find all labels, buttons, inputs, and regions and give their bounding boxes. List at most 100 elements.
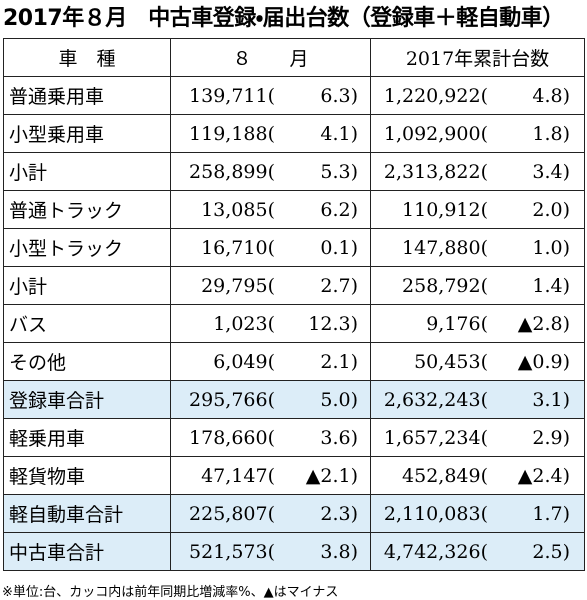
change-rate: 2.0) (532, 198, 570, 221)
row-label: その他 (3, 342, 171, 381)
count: 1,092,900( (383, 122, 488, 145)
table-row: 普通乗用車 139,711(6.3) 1,220,922( 4.8) (3, 76, 585, 115)
cell-content: 29,795(2.7) (171, 275, 370, 297)
cell-content: 521,573(3.8) (171, 541, 370, 563)
change-rate: 3.6) (320, 426, 358, 449)
cell-content: 13,085(6.2) (171, 199, 370, 221)
count: 2,632,243( (383, 388, 488, 411)
number-cell: 147,880(1.0) (370, 228, 585, 267)
table-row: 小計 258,899(5.3) 2,313,822(3.4) (3, 152, 585, 191)
count: 9,176( (426, 312, 488, 335)
footnote: ※単位:台、カッコ内は前年同期比増減率%、▲はマイナス (2, 585, 339, 600)
number-cell: 110,912( 2.0) (370, 190, 585, 229)
number-cell: 1,657,234( 2.9) (370, 418, 585, 457)
change-rate: 2.9) (532, 426, 570, 449)
change-rate: 1.7) (532, 502, 570, 525)
row-label: 小計 (3, 266, 171, 305)
count: 50,453( (414, 350, 488, 373)
number-cell: 50,453( ▲0.9) (370, 342, 585, 381)
cell-content: 50,453( ▲0.9) (371, 351, 584, 373)
row-label: バス (3, 304, 171, 343)
row-label: 普通乗用車 (3, 76, 171, 115)
cell-content: 4,742,326(2.5) (371, 541, 584, 563)
table-row: 普通トラック 13,085(6.2) 110,912(2.0) (3, 190, 585, 229)
count: 452,849( (402, 464, 488, 487)
cell-content: 139,711(6.3) (171, 85, 370, 107)
cell-content: 295,766( 5.0) (171, 389, 370, 411)
count: 13,085( (201, 198, 275, 221)
cell-content: 1,023( 12.3) (171, 313, 370, 335)
change-rate: ▲2.1) (305, 464, 358, 487)
change-rate: 3.8) (320, 540, 358, 563)
cell-content: 1,092,900( 1.8) (371, 123, 584, 145)
change-rate: 5.0) (320, 388, 358, 411)
cell-content: 1,657,234( 2.9) (371, 427, 584, 449)
number-cell: 13,085(6.2) (170, 190, 371, 229)
count: 1,220,922( (383, 84, 488, 107)
header-cell: 2017年累計台数 (370, 38, 585, 77)
cell-content: 119,188(4.1) (171, 123, 370, 145)
number-cell: 16,710( 0.1) (170, 228, 371, 267)
cell-content: 1,220,922( 4.8) (371, 85, 584, 107)
number-cell: 2,110,083( 1.7) (370, 494, 585, 533)
count: 29,795( (201, 274, 275, 297)
table-row: 小計 29,795(2.7) 258,792( 1.4) (3, 266, 585, 305)
cell-content: 258,899(5.3) (171, 161, 370, 183)
cell-content: 147,880(1.0) (371, 237, 584, 259)
number-cell: 29,795(2.7) (170, 266, 371, 305)
number-cell: 4,742,326(2.5) (370, 532, 585, 571)
count: 47,147( (201, 464, 275, 487)
change-rate: 1.4) (532, 274, 570, 297)
cell-content: 452,849( ▲2.4) (371, 465, 584, 487)
table-row: 中古車合計 521,573(3.8) 4,742,326(2.5) (3, 532, 585, 571)
change-rate: 2.1) (320, 350, 358, 373)
header-cell: ８ 月 (170, 38, 371, 77)
count: 178,660( (189, 426, 275, 449)
cell-content: 2,110,083( 1.7) (371, 503, 584, 525)
table-row: その他 6,049( 2.1) 50,453( ▲0.9) (3, 342, 585, 381)
count: 119,188( (189, 122, 275, 145)
cell-content: 47,147( ▲2.1) (171, 465, 370, 487)
number-cell: 258,792( 1.4) (370, 266, 585, 305)
count: 295,766( (189, 388, 275, 411)
change-rate: 1.8) (532, 122, 570, 145)
table-body: 普通乗用車 139,711(6.3) 1,220,922(4.8) 小型乗用車 119,… (3, 76, 585, 571)
count: 258,899( (189, 160, 275, 183)
cell-content: 178,660( 3.6) (171, 427, 370, 449)
table-row: バス 1,023( 12.3) 9,176( ▲2.8) (3, 304, 585, 343)
header-cell: 車 種 (3, 38, 171, 77)
cell-content: 110,912( 2.0) (371, 199, 584, 221)
change-rate: 4.8) (532, 84, 570, 107)
change-rate: 1.0) (532, 236, 570, 259)
cell-content: 16,710( 0.1) (171, 237, 370, 259)
cell-content: 2,313,822(3.4) (371, 161, 584, 183)
change-rate: 0.1) (320, 236, 358, 259)
number-cell: 2,632,243(3.1) (370, 380, 585, 419)
change-rate: ▲2.8) (517, 312, 570, 335)
count: 258,792( (402, 274, 488, 297)
cell-content: 258,792( 1.4) (371, 275, 584, 297)
change-rate: ▲2.4) (517, 464, 570, 487)
count: 2,110,083( (383, 502, 488, 525)
row-label: 軽乗用車 (3, 418, 171, 457)
count: 16,710( (201, 236, 275, 259)
row-label: 登録車合計 (3, 380, 171, 419)
row-label: 小型トラック (3, 228, 171, 267)
count: 1,657,234( (383, 426, 488, 449)
count: 110,912( (402, 198, 488, 221)
number-cell: 9,176( ▲2.8) (370, 304, 585, 343)
cell-content: 2,632,243(3.1) (371, 389, 584, 411)
change-rate: ▲0.9) (517, 350, 570, 373)
number-cell: 452,849( ▲2.4) (370, 456, 585, 495)
change-rate: 12.3) (308, 312, 358, 335)
row-label: 軽貨物車 (3, 456, 171, 495)
row-label: 軽自動車合計 (3, 494, 171, 533)
table-row: 小型トラック 16,710( 0.1) 147,880(1.0) (3, 228, 585, 267)
count: 6,049( (213, 350, 275, 373)
table-row: 軽乗用車 178,660( 3.6) 1,657,234( 2.9) (3, 418, 585, 457)
row-label: 小計 (3, 152, 171, 191)
number-cell: 1,023( 12.3) (170, 304, 371, 343)
number-cell: 2,313,822(3.4) (370, 152, 585, 191)
count: 1,023( (213, 312, 275, 335)
count: 225,807( (189, 502, 275, 525)
